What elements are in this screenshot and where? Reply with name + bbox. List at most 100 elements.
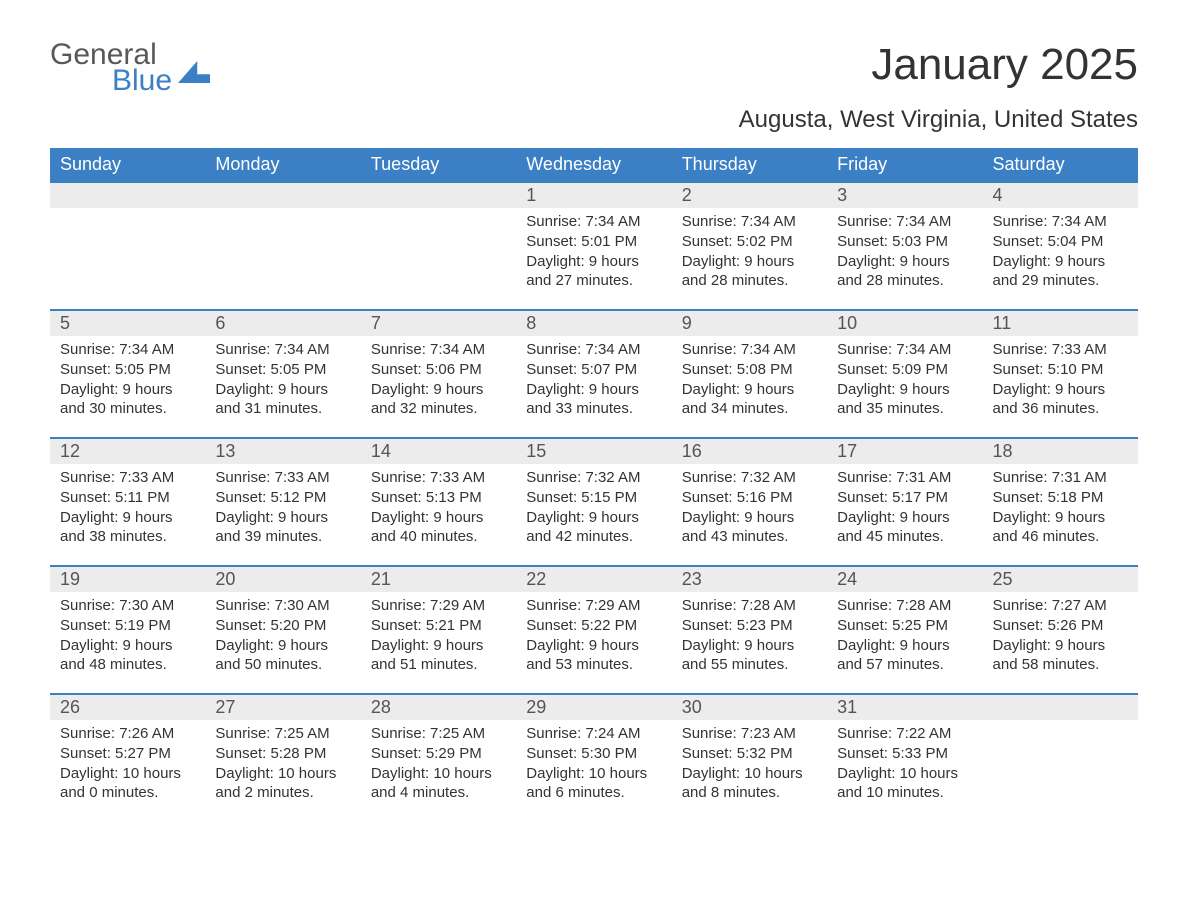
calendar-day-cell: 6Sunrise: 7:34 AMSunset: 5:05 PMDaylight… [205, 309, 360, 437]
day-number-bar [983, 693, 1138, 720]
daylight-line2: and 48 minutes. [60, 655, 195, 675]
sunset-text: Sunset: 5:15 PM [526, 488, 661, 508]
calendar-day-cell [361, 181, 516, 309]
daylight-line2: and 51 minutes. [371, 655, 506, 675]
calendar-day-cell: 2Sunrise: 7:34 AMSunset: 5:02 PMDaylight… [672, 181, 827, 309]
day-details: Sunrise: 7:31 AMSunset: 5:18 PMDaylight:… [983, 464, 1138, 555]
daylight-line2: and 57 minutes. [837, 655, 972, 675]
daylight-line1: Daylight: 9 hours [60, 636, 195, 656]
logo: General Blue [50, 40, 210, 98]
daylight-line1: Daylight: 9 hours [215, 380, 350, 400]
daylight-line2: and 50 minutes. [215, 655, 350, 675]
daylight-line2: and 55 minutes. [682, 655, 817, 675]
calendar-day-cell: 28Sunrise: 7:25 AMSunset: 5:29 PMDayligh… [361, 693, 516, 821]
sunrise-text: Sunrise: 7:34 AM [837, 212, 972, 232]
daylight-line1: Daylight: 9 hours [837, 508, 972, 528]
sunrise-text: Sunrise: 7:34 AM [60, 340, 195, 360]
daylight-line2: and 36 minutes. [993, 399, 1128, 419]
sunrise-text: Sunrise: 7:34 AM [371, 340, 506, 360]
day-details: Sunrise: 7:33 AMSunset: 5:11 PMDaylight:… [50, 464, 205, 555]
day-number: 24 [827, 565, 982, 592]
day-number-bar [361, 181, 516, 208]
sunset-text: Sunset: 5:23 PM [682, 616, 817, 636]
calendar-day-cell: 1Sunrise: 7:34 AMSunset: 5:01 PMDaylight… [516, 181, 671, 309]
day-details: Sunrise: 7:34 AMSunset: 5:09 PMDaylight:… [827, 336, 982, 427]
sunrise-text: Sunrise: 7:33 AM [60, 468, 195, 488]
calendar-week-row: 12Sunrise: 7:33 AMSunset: 5:11 PMDayligh… [50, 437, 1138, 565]
calendar-day-cell: 18Sunrise: 7:31 AMSunset: 5:18 PMDayligh… [983, 437, 1138, 565]
sunset-text: Sunset: 5:20 PM [215, 616, 350, 636]
sunset-text: Sunset: 5:32 PM [682, 744, 817, 764]
day-details: Sunrise: 7:29 AMSunset: 5:21 PMDaylight:… [361, 592, 516, 683]
sunrise-text: Sunrise: 7:33 AM [993, 340, 1128, 360]
sunset-text: Sunset: 5:07 PM [526, 360, 661, 380]
day-number: 11 [983, 309, 1138, 336]
logo-text-blue: Blue [112, 64, 172, 98]
calendar-day-cell: 30Sunrise: 7:23 AMSunset: 5:32 PMDayligh… [672, 693, 827, 821]
daylight-line1: Daylight: 9 hours [993, 380, 1128, 400]
day-number: 31 [827, 693, 982, 720]
calendar-day-cell: 16Sunrise: 7:32 AMSunset: 5:16 PMDayligh… [672, 437, 827, 565]
day-number: 30 [672, 693, 827, 720]
sunrise-text: Sunrise: 7:28 AM [682, 596, 817, 616]
daylight-line1: Daylight: 9 hours [682, 380, 817, 400]
month-title: January 2025 [871, 40, 1138, 90]
calendar-day-cell: 26Sunrise: 7:26 AMSunset: 5:27 PMDayligh… [50, 693, 205, 821]
sunset-text: Sunset: 5:10 PM [993, 360, 1128, 380]
day-number: 8 [516, 309, 671, 336]
daylight-line2: and 10 minutes. [837, 783, 972, 803]
sunrise-text: Sunrise: 7:22 AM [837, 724, 972, 744]
day-number: 18 [983, 437, 1138, 464]
sunset-text: Sunset: 5:16 PM [682, 488, 817, 508]
calendar-week-row: 26Sunrise: 7:26 AMSunset: 5:27 PMDayligh… [50, 693, 1138, 821]
day-details: Sunrise: 7:34 AMSunset: 5:07 PMDaylight:… [516, 336, 671, 427]
daylight-line1: Daylight: 9 hours [837, 636, 972, 656]
day-number: 19 [50, 565, 205, 592]
daylight-line2: and 0 minutes. [60, 783, 195, 803]
logo-flag-icon [178, 61, 210, 83]
daylight-line2: and 30 minutes. [60, 399, 195, 419]
day-number: 28 [361, 693, 516, 720]
day-details: Sunrise: 7:27 AMSunset: 5:26 PMDaylight:… [983, 592, 1138, 683]
daylight-line1: Daylight: 9 hours [682, 636, 817, 656]
daylight-line2: and 58 minutes. [993, 655, 1128, 675]
sunset-text: Sunset: 5:11 PM [60, 488, 195, 508]
day-details: Sunrise: 7:32 AMSunset: 5:16 PMDaylight:… [672, 464, 827, 555]
calendar-day-cell: 27Sunrise: 7:25 AMSunset: 5:28 PMDayligh… [205, 693, 360, 821]
daylight-line1: Daylight: 10 hours [60, 764, 195, 784]
daylight-line1: Daylight: 10 hours [837, 764, 972, 784]
sunrise-text: Sunrise: 7:31 AM [837, 468, 972, 488]
day-number: 22 [516, 565, 671, 592]
calendar-day-cell: 5Sunrise: 7:34 AMSunset: 5:05 PMDaylight… [50, 309, 205, 437]
daylight-line2: and 8 minutes. [682, 783, 817, 803]
sunrise-text: Sunrise: 7:34 AM [215, 340, 350, 360]
day-details: Sunrise: 7:34 AMSunset: 5:05 PMDaylight:… [205, 336, 360, 427]
sunrise-text: Sunrise: 7:30 AM [215, 596, 350, 616]
sunrise-text: Sunrise: 7:23 AM [682, 724, 817, 744]
day-number: 23 [672, 565, 827, 592]
calendar-day-cell: 7Sunrise: 7:34 AMSunset: 5:06 PMDaylight… [361, 309, 516, 437]
day-details: Sunrise: 7:22 AMSunset: 5:33 PMDaylight:… [827, 720, 982, 811]
sunrise-text: Sunrise: 7:32 AM [682, 468, 817, 488]
daylight-line1: Daylight: 9 hours [526, 380, 661, 400]
day-number: 9 [672, 309, 827, 336]
sunrise-text: Sunrise: 7:32 AM [526, 468, 661, 488]
calendar-day-cell: 8Sunrise: 7:34 AMSunset: 5:07 PMDaylight… [516, 309, 671, 437]
day-number: 25 [983, 565, 1138, 592]
day-details: Sunrise: 7:32 AMSunset: 5:15 PMDaylight:… [516, 464, 671, 555]
day-details: Sunrise: 7:34 AMSunset: 5:02 PMDaylight:… [672, 208, 827, 299]
day-details: Sunrise: 7:34 AMSunset: 5:03 PMDaylight:… [827, 208, 982, 299]
day-number: 4 [983, 181, 1138, 208]
daylight-line1: Daylight: 9 hours [215, 636, 350, 656]
calendar-day-cell: 20Sunrise: 7:30 AMSunset: 5:20 PMDayligh… [205, 565, 360, 693]
day-details: Sunrise: 7:34 AMSunset: 5:01 PMDaylight:… [516, 208, 671, 299]
daylight-line2: and 32 minutes. [371, 399, 506, 419]
sunrise-text: Sunrise: 7:34 AM [682, 212, 817, 232]
calendar-week-row: 5Sunrise: 7:34 AMSunset: 5:05 PMDaylight… [50, 309, 1138, 437]
sunrise-text: Sunrise: 7:27 AM [993, 596, 1128, 616]
calendar-day-cell: 13Sunrise: 7:33 AMSunset: 5:12 PMDayligh… [205, 437, 360, 565]
calendar-day-cell: 3Sunrise: 7:34 AMSunset: 5:03 PMDaylight… [827, 181, 982, 309]
daylight-line2: and 29 minutes. [993, 271, 1128, 291]
weekday-header: Sunday [50, 148, 205, 181]
sunset-text: Sunset: 5:27 PM [60, 744, 195, 764]
